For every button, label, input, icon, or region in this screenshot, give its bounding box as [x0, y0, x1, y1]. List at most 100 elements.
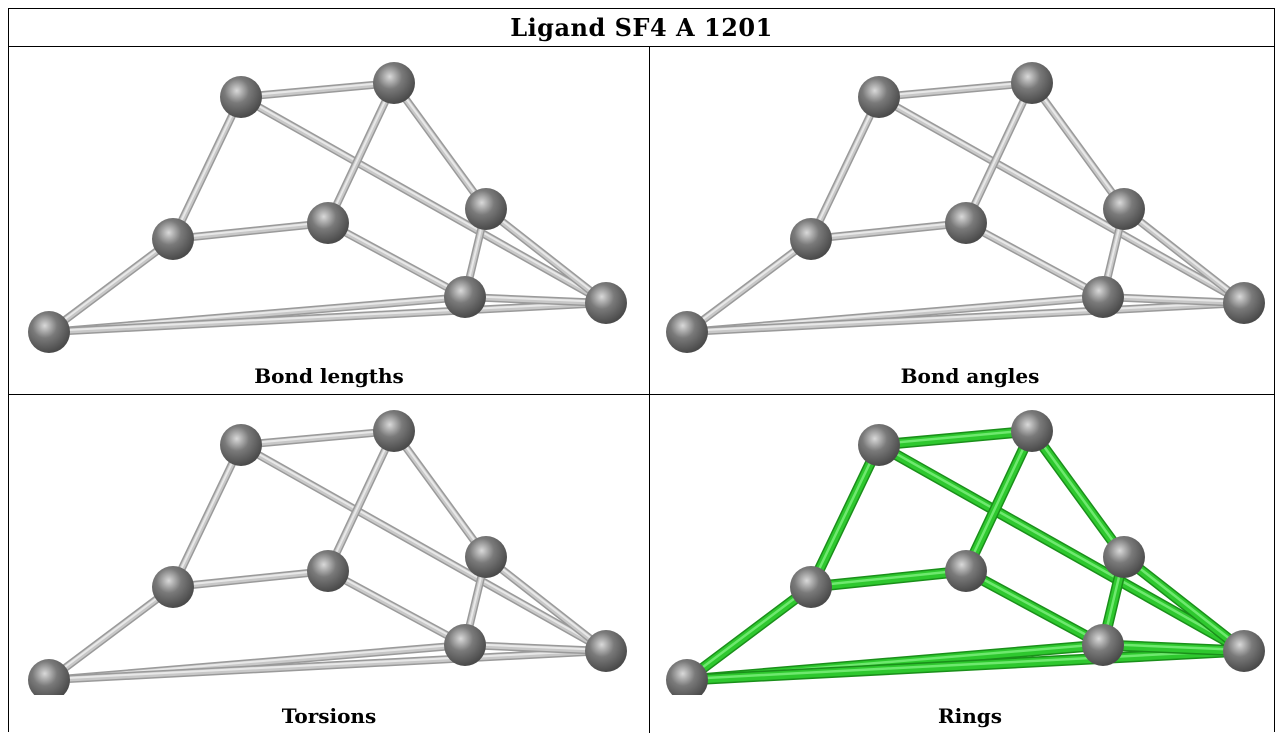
- atom-sphere: [373, 410, 415, 452]
- bond: [1028, 79, 1128, 213]
- atom-sphere: [585, 282, 627, 324]
- atom-sphere: [28, 311, 70, 353]
- atom-sphere: [307, 202, 349, 244]
- atom-sphere: [790, 218, 832, 260]
- bond: [962, 79, 1036, 227]
- panel-torsions: Torsions: [9, 395, 649, 741]
- bond: [482, 553, 610, 655]
- bond: [169, 93, 245, 243]
- atoms: [28, 62, 627, 353]
- bond: [169, 567, 332, 591]
- bond: [1099, 293, 1248, 307]
- atom-sphere: [444, 624, 486, 666]
- atoms: [666, 62, 1265, 353]
- bond: [237, 79, 398, 101]
- atom-sphere: [858, 424, 900, 466]
- molecule-render-torsions: [28, 410, 627, 695]
- bond: [875, 93, 1248, 307]
- atoms: [28, 410, 627, 695]
- row-divider: [9, 394, 1274, 395]
- bond: [237, 427, 398, 449]
- bond: [45, 299, 610, 336]
- atom-sphere: [152, 566, 194, 608]
- bond: [45, 647, 610, 684]
- atom-sphere: [373, 62, 415, 104]
- atom-sphere: [666, 311, 708, 353]
- bond: [683, 299, 1248, 336]
- bond: [875, 79, 1036, 101]
- bond: [390, 79, 490, 213]
- bond: [805, 565, 972, 593]
- panel-bond-lengths: Bond lengths: [9, 47, 649, 393]
- bond: [324, 79, 398, 227]
- bond: [960, 565, 1109, 651]
- bond: [1026, 425, 1130, 563]
- table-title: Ligand SF4 A 1201: [510, 13, 773, 42]
- bond: [805, 439, 885, 593]
- caption-torsions: Torsions: [281, 704, 377, 728]
- title-row: Ligand SF4 A 1201: [9, 9, 1274, 47]
- column-divider: [649, 47, 650, 733]
- bond: [681, 645, 1250, 686]
- atom-sphere: [945, 550, 987, 592]
- atom-sphere: [28, 659, 70, 695]
- bonds: [683, 79, 1248, 336]
- caption-bond-angles: Bond angles: [900, 364, 1040, 388]
- bond: [324, 219, 469, 301]
- atom-sphere: [1103, 536, 1145, 578]
- bond: [169, 441, 245, 591]
- atom-sphere: [220, 76, 262, 118]
- bond: [482, 205, 610, 307]
- bond: [237, 93, 610, 307]
- bond: [237, 441, 610, 655]
- bond: [1097, 639, 1250, 657]
- bond: [960, 425, 1038, 577]
- atom-sphere: [307, 550, 349, 592]
- atom-sphere: [1011, 62, 1053, 104]
- atom-sphere: [790, 566, 832, 608]
- bond: [390, 427, 490, 561]
- atom-sphere: [444, 276, 486, 318]
- atom-sphere: [465, 536, 507, 578]
- caption-rings: Rings: [937, 704, 1002, 728]
- atom-sphere: [1082, 624, 1124, 666]
- atom-sphere: [152, 218, 194, 260]
- ligand-table: Ligand SF4 A 1201 Bond lengths Bond angl…: [8, 8, 1275, 733]
- bond: [169, 219, 332, 243]
- atom-sphere: [1103, 188, 1145, 230]
- bond: [461, 293, 610, 307]
- atom-sphere: [585, 630, 627, 672]
- atom-sphere: [666, 659, 708, 695]
- bond: [461, 641, 610, 655]
- bonds: [681, 425, 1250, 686]
- bond: [873, 425, 1038, 451]
- bond: [1118, 551, 1250, 657]
- bond: [45, 235, 177, 336]
- atom-sphere: [1223, 630, 1265, 672]
- bond: [681, 581, 817, 686]
- atom-sphere: [465, 188, 507, 230]
- bond: [807, 219, 970, 243]
- bond: [807, 93, 883, 243]
- bond: [1120, 205, 1248, 307]
- molecule-render-bond-lengths: [28, 62, 627, 353]
- bond: [873, 439, 1250, 657]
- molecule-render-rings: [666, 410, 1265, 695]
- bond: [324, 427, 398, 575]
- bond: [683, 235, 815, 336]
- caption-bond-lengths: Bond lengths: [254, 364, 404, 388]
- atoms: [666, 410, 1265, 695]
- bond: [45, 583, 177, 684]
- atom-sphere: [1223, 282, 1265, 324]
- bond: [962, 219, 1107, 301]
- panel-bond-angles: Bond angles: [650, 47, 1275, 393]
- atom-sphere: [1082, 276, 1124, 318]
- atom-sphere: [858, 76, 900, 118]
- panel-rings: Rings: [650, 395, 1275, 741]
- bond: [324, 567, 469, 649]
- atom-sphere: [1011, 410, 1053, 452]
- molecule-render-bond-angles: [666, 62, 1265, 353]
- atom-sphere: [220, 424, 262, 466]
- bonds: [45, 79, 610, 336]
- atom-sphere: [945, 202, 987, 244]
